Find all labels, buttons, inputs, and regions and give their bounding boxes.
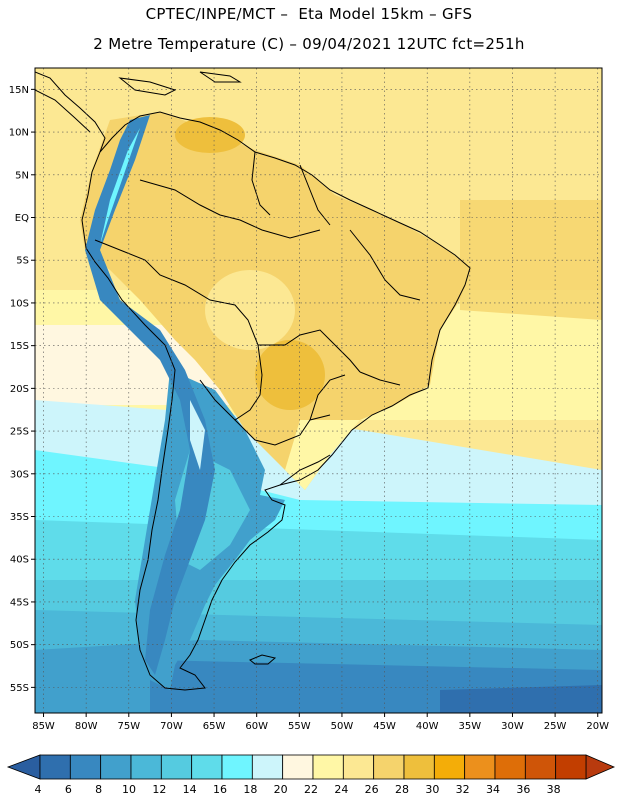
central-america-coast — [35, 89, 91, 133]
lon-tick-label: 50W — [331, 721, 354, 732]
colorbar-swatch — [130, 754, 162, 780]
colorbar-label: 34 — [486, 783, 500, 796]
colorbar-swatch — [494, 754, 526, 780]
colorbar: 4 6 8 10 12 14 16 18 20 22 24 26 28 30 32 34 36 38 — [6, 754, 616, 796]
colorbar-swatch — [342, 754, 375, 780]
colorbar-swatch — [555, 754, 587, 780]
map-frame — [34, 67, 603, 714]
border — [139, 179, 321, 239]
lon-tick-label: 80W — [75, 721, 98, 732]
colorbar-label: 20 — [274, 783, 288, 796]
lat-tick-label: 50S — [10, 640, 29, 651]
central-america-coast — [35, 71, 106, 153]
lat-tick-label: 25S — [10, 427, 29, 438]
lon-tick-label: 70W — [160, 721, 183, 732]
colorbar-label: 22 — [304, 783, 318, 796]
colorbar-swatch — [282, 754, 314, 780]
lon-tick-label: 60W — [245, 721, 268, 732]
hot-spot — [255, 340, 325, 410]
chart-title-line2: 2 Metre Temperature (C) – 09/04/2021 12U… — [93, 35, 525, 53]
temperature-field — [35, 68, 602, 713]
lon-tick-label: 35W — [459, 721, 482, 732]
lon-tick-label: 40W — [416, 721, 439, 732]
lon-tick-label: 20W — [586, 721, 609, 732]
border — [234, 414, 331, 446]
island — [118, 77, 177, 96]
longitude-labels: 85W 80W 75W 70W 65W 60W 55W 50W 45W 40W 35W 30W 25W 2… — [32, 721, 609, 732]
colorbar-label: 18 — [243, 783, 257, 796]
lat-tick-label: 35S — [10, 512, 29, 523]
colorbar-swatch — [160, 754, 193, 780]
colorbar-swatch — [433, 754, 466, 780]
island — [249, 654, 277, 665]
colorbar-swatch — [312, 754, 344, 780]
colorbar-label: 24 — [334, 783, 348, 796]
lon-tick-label: 25W — [544, 721, 567, 732]
colorbar-swatch — [100, 754, 132, 780]
lat-tick-label: 20S — [10, 384, 29, 395]
lat-tick-label: 30S — [10, 469, 29, 480]
colorbar-swatch — [69, 754, 102, 780]
colorbar-label: 6 — [65, 783, 72, 796]
lon-tick-label: 55W — [288, 721, 311, 732]
coastline-borders — [35, 71, 471, 691]
colorbar-label: 4 — [35, 783, 42, 796]
island — [199, 71, 242, 83]
hot-spot — [175, 117, 245, 153]
lon-tick-label: 30W — [501, 721, 524, 732]
border — [359, 371, 401, 386]
colorbar-label: 26 — [365, 783, 379, 796]
border — [258, 329, 361, 373]
andes-ridge — [85, 115, 215, 675]
graticule — [31, 68, 602, 717]
lat-tick-label: 55S — [10, 683, 29, 694]
colorbar-swatch — [39, 754, 71, 780]
lat-tick-label: 10N — [9, 128, 29, 139]
lat-tick-label: 15N — [9, 85, 29, 96]
ocean-band — [440, 685, 602, 713]
border — [94, 239, 263, 421]
lat-tick-label: 5N — [15, 170, 29, 181]
lon-tick-label: 45W — [373, 721, 396, 732]
colorbar-label: 28 — [395, 783, 409, 796]
colorbar-label: 30 — [425, 783, 439, 796]
colorbar-swatch — [524, 754, 557, 780]
cool-patch — [285, 420, 360, 490]
colorbar-label: 38 — [547, 783, 561, 796]
lat-tick-label: 40S — [10, 555, 29, 566]
chart-title-line1: CPTEC/INPE/MCT – Eta Model 15km – GFS — [145, 5, 473, 23]
colorbar-swatch — [403, 754, 435, 780]
colorbar-label: 36 — [516, 783, 530, 796]
colorbar-swatch — [221, 754, 253, 780]
lon-tick-label: 85W — [32, 721, 55, 732]
coastline — [81, 111, 471, 691]
colorbar-swatch — [464, 754, 496, 780]
lon-tick-label: 65W — [203, 721, 226, 732]
hot-spot — [205, 270, 295, 350]
colorbar-label: 10 — [122, 783, 136, 796]
andes-ridge — [190, 400, 205, 470]
lat-tick-label: 15S — [10, 341, 29, 352]
colorbar-label: 12 — [152, 783, 166, 796]
colorbar-label: 8 — [95, 783, 102, 796]
colorbar-swatch — [251, 754, 284, 780]
lat-tick-label: 5S — [16, 256, 29, 267]
colorbar-swatch — [191, 754, 223, 780]
lat-tick-label: 45S — [10, 597, 29, 608]
border — [279, 454, 331, 486]
colorbar-swatch — [373, 754, 405, 780]
colorbar-low-arrow — [6, 754, 41, 780]
lon-tick-label: 75W — [117, 721, 140, 732]
border — [251, 151, 271, 216]
border — [349, 229, 421, 301]
border — [309, 374, 346, 421]
lat-tick-label: EQ — [15, 213, 29, 224]
colorbar-high-arrow — [585, 754, 616, 780]
colorbar-label: 16 — [213, 783, 227, 796]
colorbar-label: 14 — [183, 783, 197, 796]
lat-tick-label: 10S — [10, 298, 29, 309]
latitude-labels: 15N 10N 5N EQ 5S 10S 15S 20S 25S 30S 35S 40S 45S 50S 5… — [9, 85, 29, 694]
colorbar-label: 32 — [456, 783, 470, 796]
